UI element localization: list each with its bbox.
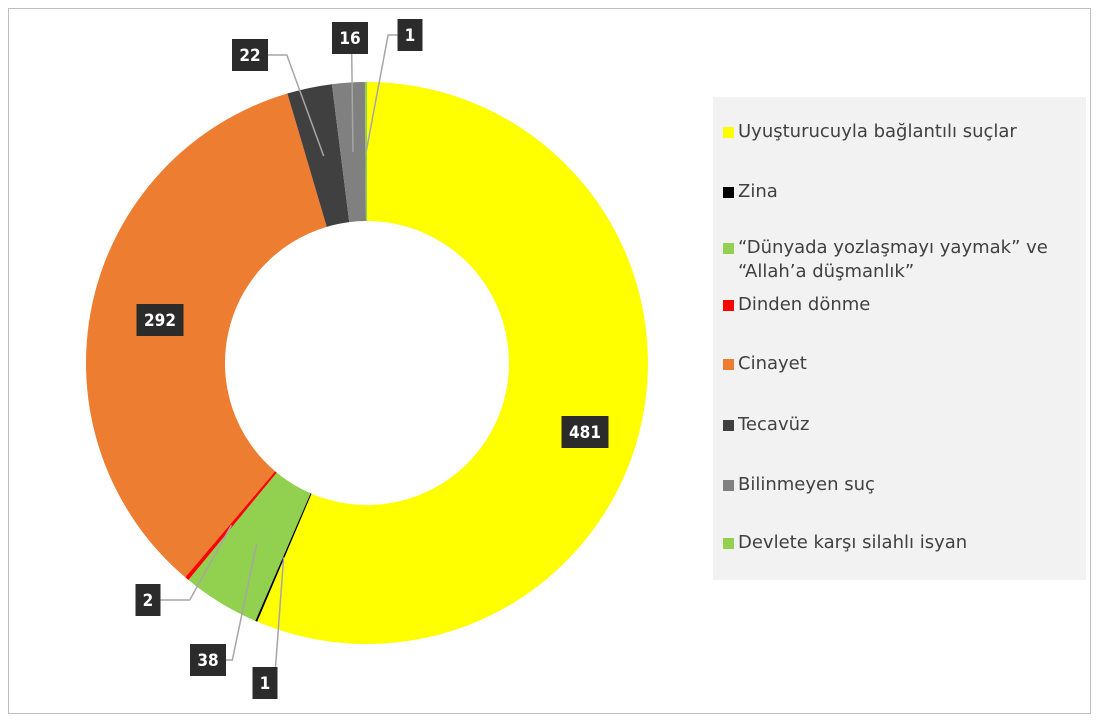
data-label-box bbox=[135, 584, 161, 616]
data-label-box bbox=[332, 22, 368, 54]
donut-slice bbox=[257, 82, 648, 644]
legend-item: Zina bbox=[723, 180, 1083, 204]
legend-item: “Dünyada yozlaşmayı yaymak” ve “Allah’a … bbox=[723, 236, 1083, 284]
legend-label: Bilinmeyen suç bbox=[738, 474, 875, 495]
legend-swatch bbox=[723, 480, 734, 491]
data-label: 38 bbox=[197, 651, 218, 671]
chart-frame bbox=[8, 8, 1091, 714]
data-label-box bbox=[232, 39, 268, 71]
legend-swatch bbox=[723, 187, 734, 198]
legend-item: Devlete karşı silahlı isyan bbox=[723, 531, 1083, 555]
donut-slice bbox=[188, 472, 311, 621]
legend-label: Dinden dönme bbox=[738, 294, 871, 315]
donut-slice bbox=[331, 82, 366, 223]
data-label-box bbox=[561, 416, 609, 448]
legend-label: Devlete karşı silahlı isyan bbox=[738, 532, 968, 553]
legend-label: Uyuşturucuyla bağlantılı suçlar bbox=[738, 121, 1017, 142]
data-label-box bbox=[136, 304, 184, 336]
donut-slice bbox=[85, 93, 327, 578]
legend-label: Tecavüz bbox=[738, 414, 810, 435]
legend-item: Uyuşturucuyla bağlantılı suçlar bbox=[723, 120, 1083, 144]
data-label: 292 bbox=[144, 311, 176, 331]
legend-swatch bbox=[723, 127, 734, 138]
legend-swatch bbox=[723, 300, 734, 311]
legend-item: Dinden dönme bbox=[723, 293, 1083, 317]
data-label: 481 bbox=[569, 423, 601, 443]
legend-item: Tecavüz bbox=[723, 413, 1083, 437]
legend: Uyuşturucuyla bağlantılı suçlar Zina “Düny… bbox=[713, 97, 1086, 580]
legend-label: Cinayet bbox=[738, 353, 807, 374]
data-label: 1 bbox=[405, 26, 416, 46]
data-label-box bbox=[190, 644, 226, 676]
legend-label: Zina bbox=[738, 181, 778, 202]
data-label: 22 bbox=[239, 46, 260, 66]
data-label-box bbox=[252, 667, 278, 699]
legend-item: Cinayet bbox=[723, 352, 1083, 376]
donut-slice bbox=[287, 84, 350, 227]
legend-item: Bilinmeyen suç bbox=[723, 473, 1083, 497]
data-label: 2 bbox=[143, 591, 154, 611]
legend-swatch bbox=[723, 538, 734, 549]
data-label-box bbox=[397, 19, 423, 51]
legend-swatch bbox=[723, 359, 734, 370]
legend-swatch bbox=[723, 420, 734, 431]
legend-swatch bbox=[723, 243, 734, 254]
donut-slice bbox=[364, 82, 367, 222]
data-label: 1 bbox=[260, 674, 271, 694]
leader-line bbox=[148, 524, 233, 601]
legend-label: “Dünyada yozlaşmayı yaymak” ve “Allah’a … bbox=[738, 237, 1048, 282]
data-label: 16 bbox=[339, 29, 360, 49]
